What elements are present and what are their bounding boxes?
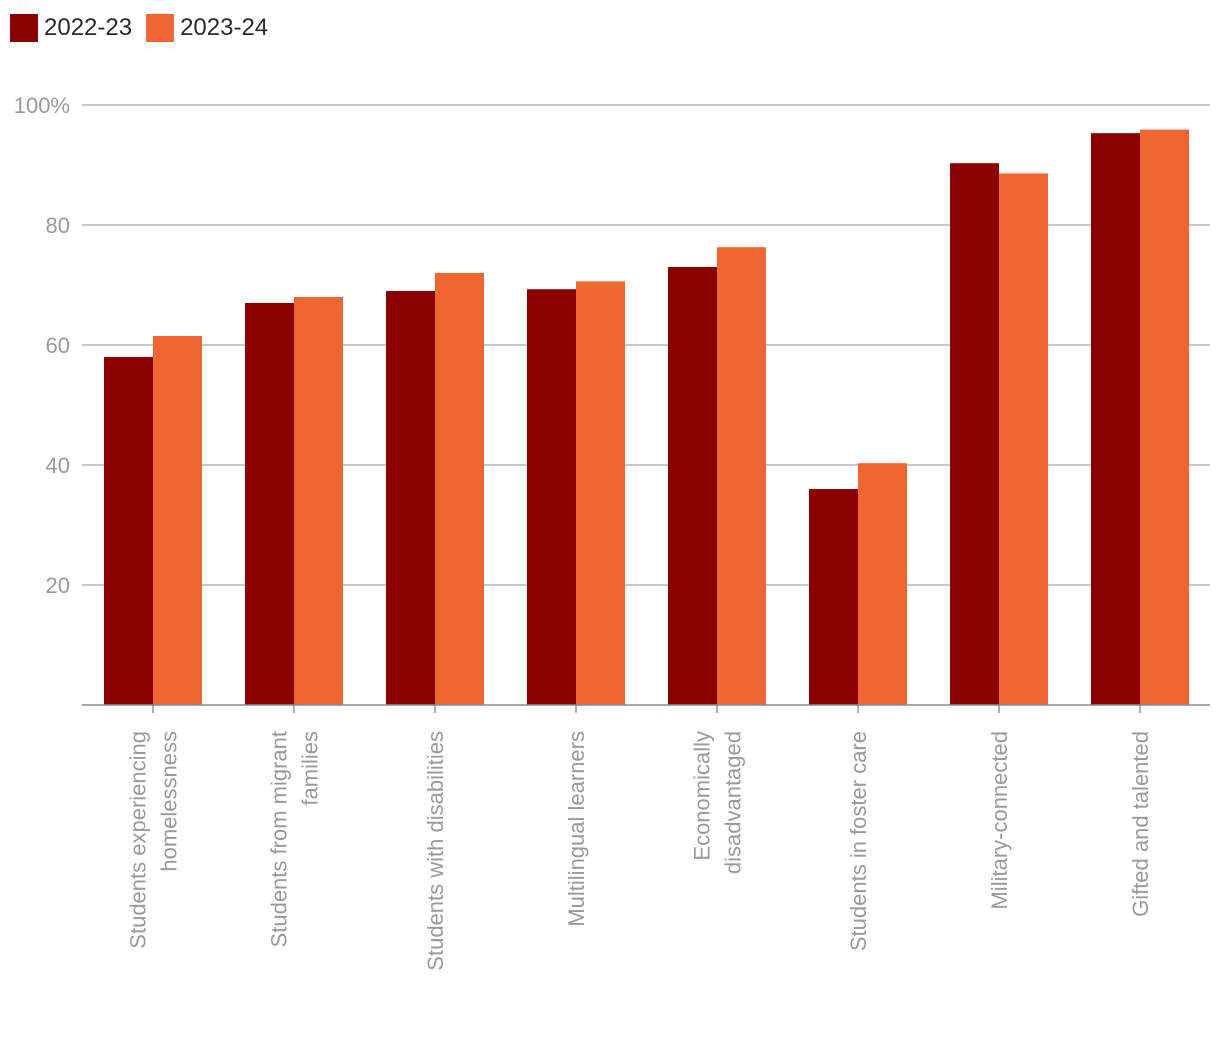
bar-2023-24-6 [999, 173, 1048, 705]
x-tick-label-7-line-0: Gifted and talented [1128, 731, 1153, 917]
y-tick-label-80: 80 [46, 213, 70, 238]
x-tick-label-3: Multilingual learners [564, 731, 589, 927]
bar-2023-24-0 [153, 336, 202, 705]
x-tick-label-7: Gifted and talented [1128, 731, 1153, 917]
y-tick-label-60: 60 [46, 333, 70, 358]
x-tick-label-0-line-1: homelessness [157, 731, 182, 872]
bar-2022-23-2 [386, 291, 435, 705]
x-tick-label-2-line-0: Students with disabilities [423, 731, 448, 971]
bar-2022-23-7 [1091, 133, 1140, 705]
y-tick-label-100: 100% [14, 93, 70, 118]
bar-2023-24-3 [576, 281, 625, 705]
x-tick-label-2: Students with disabilities [423, 731, 448, 971]
x-tick-label-6-line-0: Military-connected [987, 731, 1012, 910]
x-tick-label-4: Economically disadvantaged [690, 731, 746, 874]
bar-2023-24-7 [1140, 130, 1189, 705]
bar-2023-24-4 [717, 247, 766, 705]
y-tick-label-20: 20 [46, 573, 70, 598]
x-tick-label-0: Students experiencing homelessness [126, 731, 182, 949]
bar-2022-23-0 [104, 357, 153, 705]
bar-2023-24-5 [858, 463, 907, 705]
x-tick-label-1: Students from migrant families [267, 731, 323, 947]
x-tick-label-0-line-0: Students experiencing [126, 731, 151, 949]
x-tick-label-1-line-1: families [298, 731, 323, 806]
bar-2022-23-6 [950, 163, 999, 705]
bar-2022-23-3 [527, 289, 576, 705]
x-tick-label-4-line-1: disadvantaged [721, 731, 746, 874]
bar-2023-24-1 [294, 297, 343, 705]
x-tick-label-5: Students in foster care [846, 731, 871, 951]
bar-2022-23-4 [668, 267, 717, 705]
bar-2022-23-1 [245, 303, 294, 705]
bar-2023-24-2 [435, 273, 484, 705]
x-tick-label-3-line-0: Multilingual learners [564, 731, 589, 927]
x-tick-label-5-line-0: Students in foster care [846, 731, 871, 951]
y-tick-label-40: 40 [46, 453, 70, 478]
x-tick-label-1-line-0: Students from migrant [267, 731, 292, 947]
bar-2022-23-5 [809, 489, 858, 705]
x-tick-label-4-line-0: Economically [690, 731, 715, 861]
x-tick-label-6: Military-connected [987, 731, 1012, 910]
